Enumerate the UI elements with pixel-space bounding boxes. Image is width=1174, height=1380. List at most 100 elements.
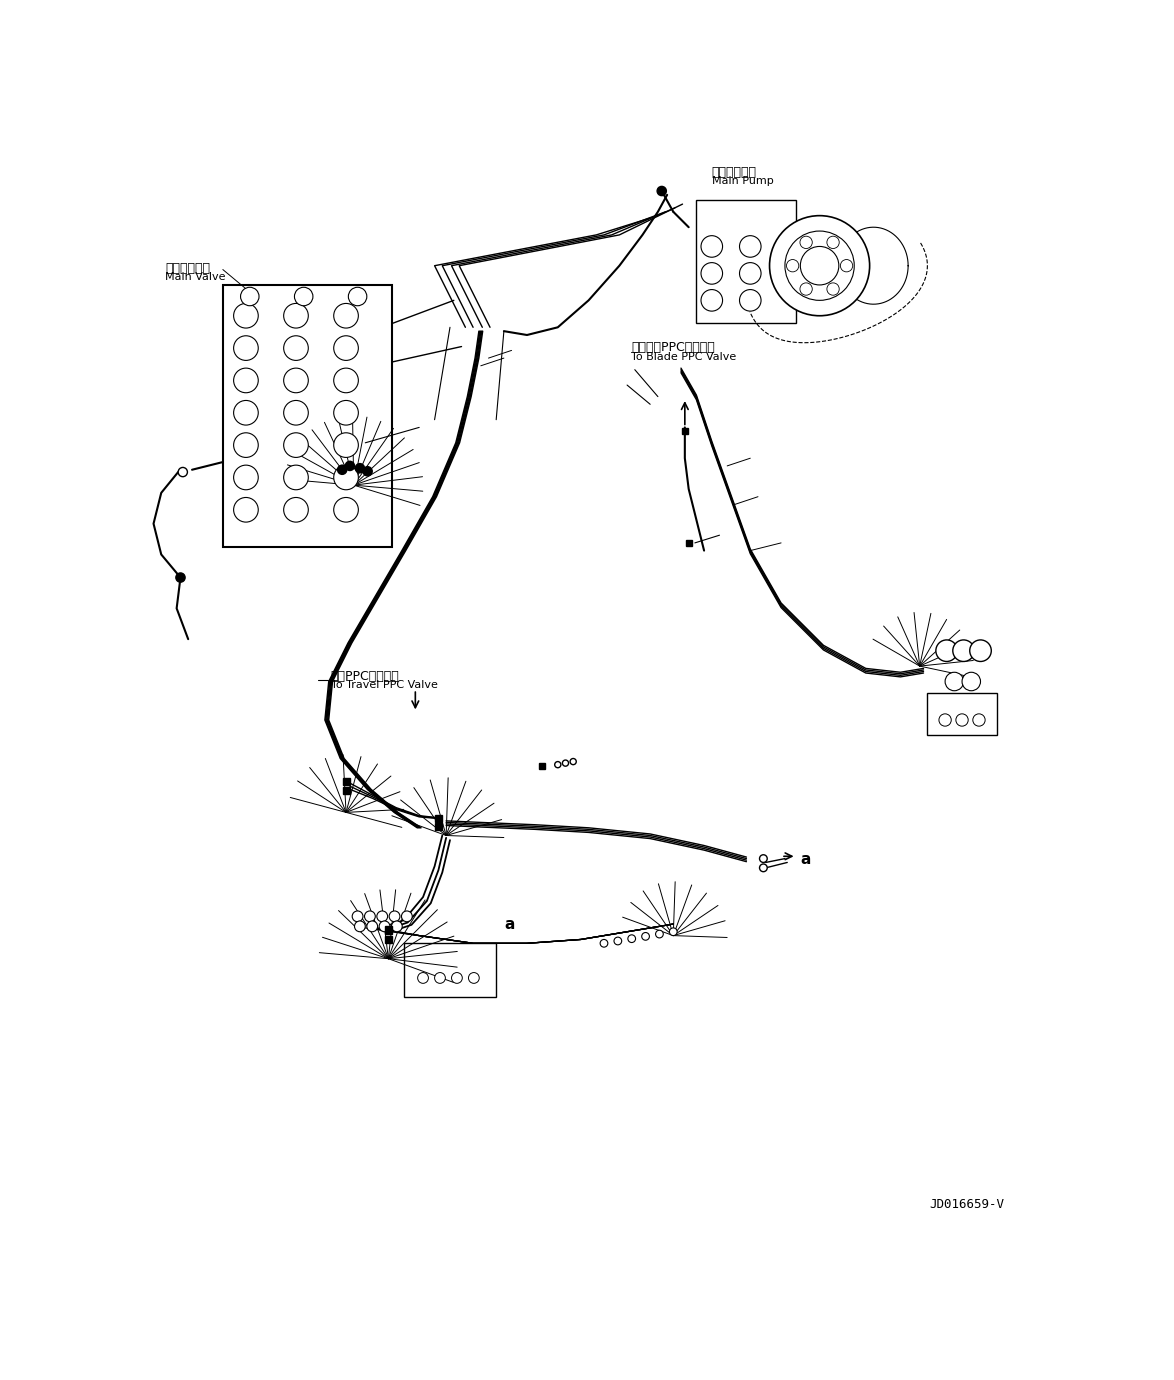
Circle shape	[655, 930, 663, 938]
Circle shape	[962, 672, 980, 691]
Circle shape	[760, 854, 768, 862]
Text: To Travel PPC Valve: To Travel PPC Valve	[331, 680, 438, 690]
Text: Main Valve: Main Valve	[166, 272, 225, 282]
Bar	[539, 763, 546, 769]
Circle shape	[945, 672, 964, 691]
Circle shape	[740, 236, 761, 257]
Bar	[343, 788, 350, 795]
Circle shape	[740, 262, 761, 284]
Circle shape	[826, 283, 839, 295]
Circle shape	[799, 283, 812, 295]
Circle shape	[939, 713, 951, 726]
Circle shape	[234, 400, 258, 425]
Circle shape	[600, 940, 608, 947]
Circle shape	[178, 468, 188, 476]
Circle shape	[760, 864, 768, 872]
Circle shape	[366, 920, 378, 932]
Text: a: a	[504, 918, 514, 932]
Circle shape	[284, 400, 309, 425]
Circle shape	[349, 287, 366, 306]
Circle shape	[801, 247, 839, 284]
Circle shape	[785, 230, 855, 301]
Circle shape	[389, 911, 400, 922]
Circle shape	[234, 304, 258, 328]
Bar	[436, 816, 441, 822]
Circle shape	[562, 760, 568, 766]
Circle shape	[234, 465, 258, 490]
Circle shape	[234, 497, 258, 522]
Text: メインポンプ: メインポンプ	[711, 166, 757, 178]
Circle shape	[841, 259, 852, 272]
Bar	[404, 944, 497, 998]
Circle shape	[452, 973, 463, 984]
Circle shape	[740, 290, 761, 310]
Circle shape	[363, 466, 372, 476]
Circle shape	[241, 287, 259, 306]
Text: 走行PPCバルブへ: 走行PPCバルブへ	[331, 669, 399, 683]
Circle shape	[176, 573, 185, 582]
Circle shape	[333, 368, 358, 393]
Circle shape	[701, 290, 722, 310]
Bar	[343, 778, 350, 785]
Bar	[682, 428, 688, 435]
Bar	[223, 284, 392, 546]
Bar	[696, 200, 796, 323]
Circle shape	[628, 934, 635, 943]
Bar	[436, 822, 441, 829]
Circle shape	[352, 911, 363, 922]
Circle shape	[234, 335, 258, 360]
Circle shape	[333, 497, 358, 522]
Circle shape	[434, 973, 445, 984]
Text: a: a	[801, 853, 811, 868]
Circle shape	[284, 368, 309, 393]
Circle shape	[284, 433, 309, 457]
Circle shape	[799, 236, 812, 248]
Circle shape	[669, 927, 677, 936]
Text: JD016659-V: JD016659-V	[930, 1198, 1005, 1212]
Circle shape	[234, 433, 258, 457]
Circle shape	[571, 759, 576, 765]
Circle shape	[554, 762, 561, 767]
Circle shape	[379, 920, 390, 932]
Circle shape	[402, 911, 412, 922]
Circle shape	[642, 933, 649, 940]
Circle shape	[826, 236, 839, 248]
Circle shape	[956, 713, 969, 726]
Bar	[927, 693, 997, 736]
Circle shape	[284, 304, 309, 328]
Text: メインバルブ: メインバルブ	[166, 262, 210, 275]
Circle shape	[769, 215, 870, 316]
Circle shape	[284, 497, 309, 522]
Circle shape	[701, 236, 722, 257]
Circle shape	[356, 464, 364, 473]
Circle shape	[333, 433, 358, 457]
Bar	[686, 540, 691, 546]
Bar	[385, 926, 392, 934]
Circle shape	[418, 973, 429, 984]
Circle shape	[468, 973, 479, 984]
Circle shape	[355, 920, 365, 932]
Text: To Blade PPC Valve: To Blade PPC Valve	[630, 352, 736, 362]
Circle shape	[338, 465, 346, 475]
Circle shape	[333, 400, 358, 425]
Text: ブレードPPCバルブへ: ブレードPPCバルブへ	[630, 341, 715, 355]
Circle shape	[701, 262, 722, 284]
Circle shape	[234, 368, 258, 393]
Bar	[385, 936, 392, 944]
Circle shape	[391, 920, 403, 932]
Text: Main Pump: Main Pump	[711, 175, 774, 185]
Circle shape	[364, 911, 376, 922]
Circle shape	[333, 465, 358, 490]
Circle shape	[970, 640, 991, 661]
Circle shape	[787, 259, 798, 272]
Circle shape	[936, 640, 958, 661]
Circle shape	[333, 304, 358, 328]
Circle shape	[953, 640, 974, 661]
Circle shape	[377, 911, 387, 922]
Circle shape	[333, 335, 358, 360]
Circle shape	[284, 465, 309, 490]
Circle shape	[295, 287, 313, 306]
Circle shape	[345, 461, 355, 471]
Circle shape	[657, 186, 667, 196]
Circle shape	[284, 335, 309, 360]
